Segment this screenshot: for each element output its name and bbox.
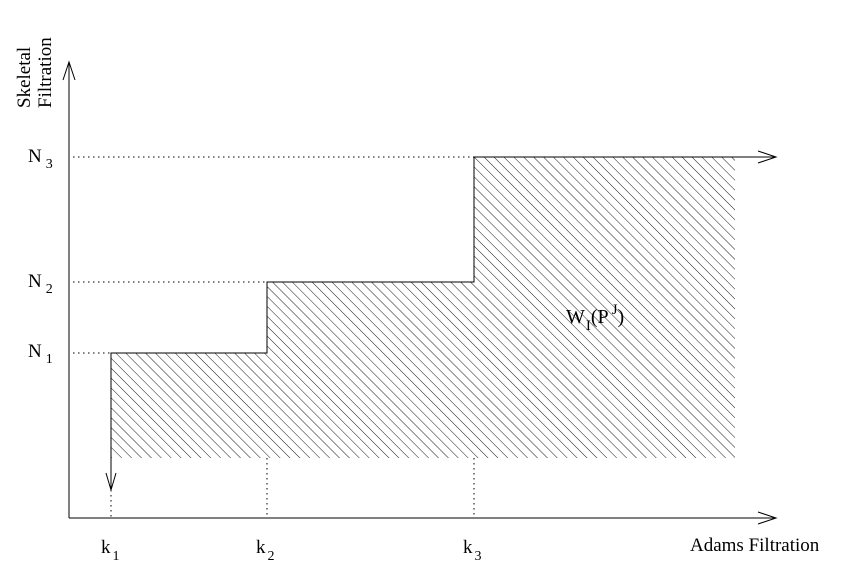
svg-text:Skeletal: Skeletal xyxy=(14,47,35,108)
x-axis xyxy=(69,511,778,525)
y-axis xyxy=(62,60,76,518)
n3-arrow xyxy=(735,150,778,164)
x-axis-label: Adams Filtration xyxy=(690,535,820,556)
x-guides xyxy=(110,458,475,518)
svg-text:Filtration: Filtration xyxy=(35,37,56,108)
y-guides xyxy=(73,156,474,354)
hatched-region xyxy=(111,157,735,458)
region-label: WI(P J) xyxy=(566,302,624,334)
y-axis-label: Skeletal Filtration xyxy=(14,37,56,108)
